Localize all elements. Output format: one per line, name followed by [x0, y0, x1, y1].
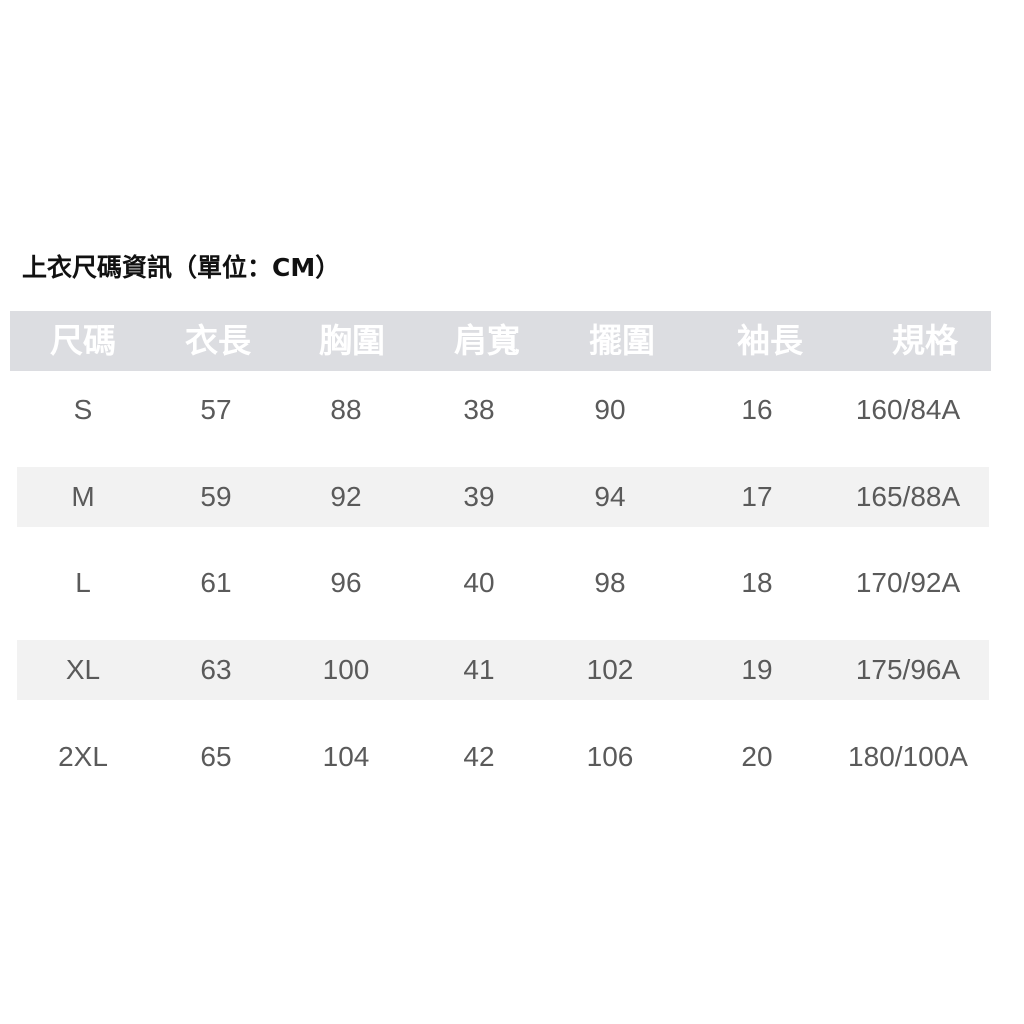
cell-chest: 100	[322, 654, 370, 685]
cell-shoulder: 39	[463, 481, 495, 512]
cell-sleeve: 16	[741, 394, 773, 425]
cell-spec: 160/84A	[855, 394, 961, 425]
table-row: XL 63 100 41 102 19 175/96A	[17, 640, 989, 700]
cell-hem: 106	[586, 741, 634, 772]
cell-shoulder: 40	[463, 567, 495, 598]
cell-length: 61	[200, 567, 232, 598]
table-row: 2XL 65 104 42 106 20 180/100A	[17, 727, 989, 787]
cell-size: L	[75, 567, 91, 598]
header-hem: 擺圍	[589, 321, 655, 360]
header-spec: 規格	[892, 321, 958, 360]
cell-shoulder: 38	[463, 394, 495, 425]
table-row: M 59 92 39 94 17 165/88A	[17, 467, 989, 527]
header-sleeve: 袖長	[737, 321, 803, 360]
table-header: 尺碼 衣長 胸圍 肩寬 擺圍 袖長 規格	[10, 311, 991, 371]
cell-chest: 92	[330, 481, 362, 512]
cell-length: 63	[200, 654, 232, 685]
cell-length: 57	[200, 394, 232, 425]
table-row: S 57 88 38 90 16 160/84A	[17, 380, 989, 440]
cell-hem: 94	[594, 481, 626, 512]
header-size: 尺碼	[50, 321, 116, 360]
cell-size: XL	[65, 654, 101, 685]
page-title: 上衣尺碼資訊（單位：CM）	[22, 253, 341, 282]
cell-size: S	[73, 394, 93, 425]
cell-spec: 175/96A	[855, 654, 961, 685]
cell-sleeve: 17	[741, 481, 773, 512]
header-length: 衣長	[185, 321, 251, 360]
cell-chest: 88	[330, 394, 362, 425]
cell-chest: 104	[322, 741, 370, 772]
cell-hem: 102	[586, 654, 634, 685]
cell-spec: 180/100A	[848, 741, 968, 772]
header-shoulder: 肩寬	[454, 321, 520, 360]
cell-length: 65	[200, 741, 232, 772]
cell-shoulder: 42	[463, 741, 495, 772]
cell-sleeve: 20	[741, 741, 773, 772]
cell-sleeve: 18	[741, 567, 773, 598]
cell-sleeve: 19	[741, 654, 773, 685]
cell-spec: 170/92A	[855, 567, 961, 598]
cell-chest: 96	[330, 567, 362, 598]
header-chest: 胸圍	[319, 321, 385, 360]
cell-size: 2XL	[58, 741, 108, 772]
cell-size: M	[71, 481, 95, 512]
cell-hem: 98	[594, 567, 626, 598]
table-row: L 61 96 40 98 18 170/92A	[17, 553, 989, 613]
cell-hem: 90	[594, 394, 626, 425]
cell-spec: 165/88A	[855, 481, 961, 512]
cell-shoulder: 41	[463, 654, 495, 685]
cell-length: 59	[200, 481, 232, 512]
